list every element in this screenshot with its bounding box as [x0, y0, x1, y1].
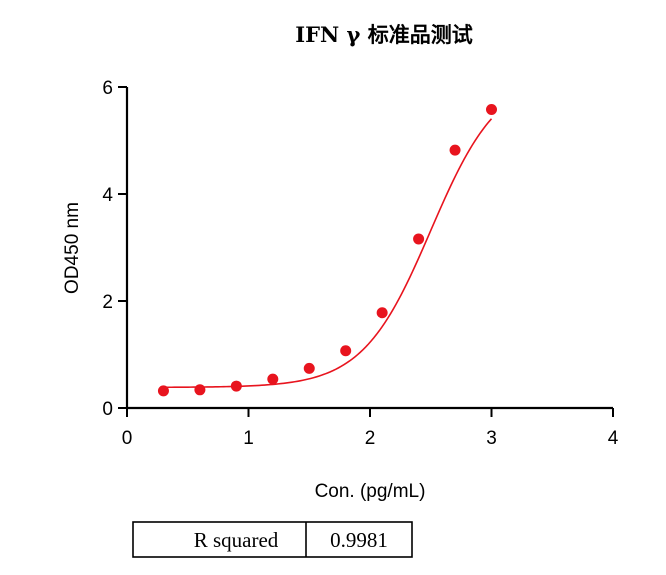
x-tick-label: 2: [365, 428, 376, 449]
x-axis-label: Con. (pg/mL): [315, 481, 426, 502]
y-tick-label: 6: [102, 78, 113, 99]
tick-marks: [118, 86, 614, 417]
r-squared-table: R squared 0.9981: [132, 521, 413, 558]
x-tick-label: 3: [486, 428, 497, 449]
axes: [125, 87, 613, 410]
table-border: [132, 521, 413, 558]
x-tick-label: 1: [243, 428, 254, 449]
y-tick-label: 4: [102, 185, 113, 206]
data-point-4: [267, 373, 279, 385]
data-point-3: [230, 380, 242, 392]
tick-labels: 0 1 2 3 4 0 2 4 6: [102, 78, 618, 449]
data-point-10: [486, 103, 497, 115]
y-tick-label: 2: [102, 292, 113, 313]
r-squared-label: R squared: [194, 528, 279, 552]
data-point-7: [376, 307, 388, 319]
x-tick-label: 0: [122, 428, 133, 449]
data-point-5: [303, 362, 315, 374]
data-point-9: [449, 144, 461, 156]
data-point-2: [194, 384, 206, 396]
y-tick-label: 0: [102, 399, 113, 420]
data-point-6: [340, 345, 352, 357]
x-tick-label: 4: [608, 428, 619, 449]
r-squared-value: 0.9981: [330, 528, 388, 552]
chart-title: IFN γ 标准品测试: [295, 22, 472, 47]
y-axis-label: OD450 nm: [62, 202, 83, 294]
data-point-8: [413, 233, 425, 245]
data-point-1: [157, 385, 169, 397]
fit-curve: [163, 118, 493, 389]
data-points: [157, 103, 497, 397]
